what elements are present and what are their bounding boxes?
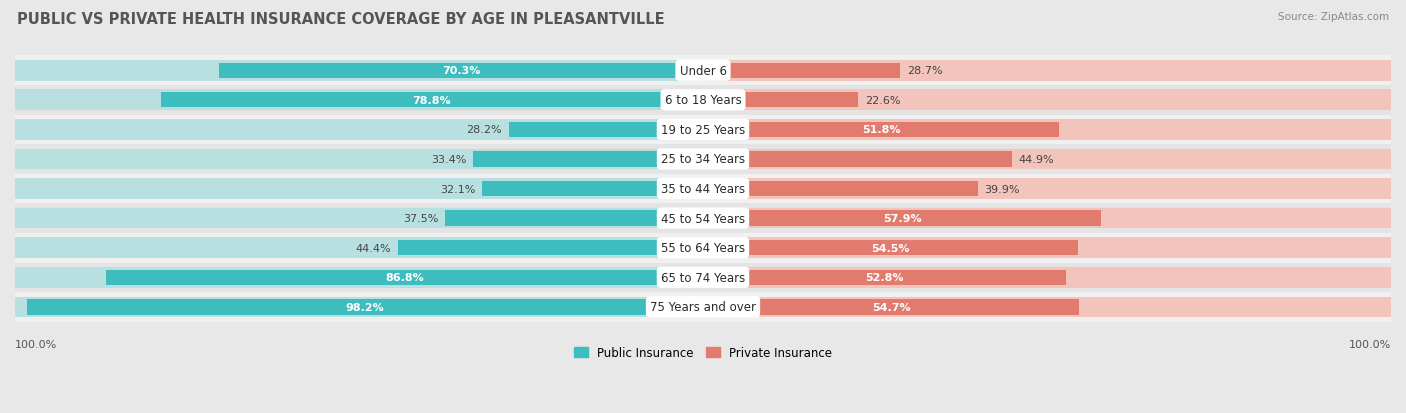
Bar: [15, 267, 703, 288]
Bar: [703, 240, 1078, 256]
Text: 55 to 64 Years: 55 to 64 Years: [661, 242, 745, 254]
Text: 57.9%: 57.9%: [883, 214, 921, 223]
Bar: [15, 86, 1391, 115]
Text: 70.3%: 70.3%: [441, 66, 481, 76]
Text: PUBLIC VS PRIVATE HEALTH INSURANCE COVERAGE BY AGE IN PLEASANTVILLE: PUBLIC VS PRIVATE HEALTH INSURANCE COVER…: [17, 12, 665, 27]
Bar: [703, 211, 1101, 226]
Text: 6 to 18 Years: 6 to 18 Years: [665, 94, 741, 107]
Bar: [105, 270, 703, 285]
Bar: [703, 267, 1391, 288]
Bar: [703, 122, 1059, 138]
Text: 28.7%: 28.7%: [907, 66, 943, 76]
Bar: [703, 93, 859, 108]
Text: 65 to 74 Years: 65 to 74 Years: [661, 271, 745, 284]
Text: 86.8%: 86.8%: [385, 273, 423, 282]
Text: 35 to 44 Years: 35 to 44 Years: [661, 183, 745, 196]
Bar: [15, 233, 1391, 263]
Bar: [703, 238, 1391, 259]
Text: 52.8%: 52.8%: [865, 273, 904, 282]
Bar: [703, 152, 1012, 167]
Bar: [703, 120, 1391, 140]
Bar: [482, 181, 703, 197]
Text: 78.8%: 78.8%: [412, 95, 451, 106]
Bar: [15, 61, 703, 81]
Bar: [398, 240, 703, 256]
Bar: [15, 263, 1391, 292]
Bar: [509, 122, 703, 138]
Text: 33.4%: 33.4%: [432, 154, 467, 164]
Text: 25 to 34 Years: 25 to 34 Years: [661, 153, 745, 166]
Bar: [703, 149, 1391, 170]
Bar: [446, 211, 703, 226]
Bar: [474, 152, 703, 167]
Text: 39.9%: 39.9%: [984, 184, 1019, 194]
Bar: [703, 208, 1391, 229]
Text: 19 to 25 Years: 19 to 25 Years: [661, 123, 745, 137]
Text: 54.5%: 54.5%: [872, 243, 910, 253]
Text: 100.0%: 100.0%: [15, 339, 58, 349]
Bar: [15, 145, 1391, 174]
Bar: [15, 174, 1391, 204]
Bar: [15, 238, 703, 259]
Bar: [703, 299, 1080, 315]
Bar: [703, 179, 1391, 199]
Text: Source: ZipAtlas.com: Source: ZipAtlas.com: [1278, 12, 1389, 22]
Text: 32.1%: 32.1%: [440, 184, 475, 194]
Legend: Public Insurance, Private Insurance: Public Insurance, Private Insurance: [569, 342, 837, 364]
Text: 22.6%: 22.6%: [865, 95, 901, 106]
Bar: [703, 270, 1066, 285]
Text: 54.7%: 54.7%: [872, 302, 911, 312]
Bar: [15, 179, 703, 199]
Bar: [27, 299, 703, 315]
Bar: [703, 297, 1391, 318]
Bar: [15, 120, 703, 140]
Text: 98.2%: 98.2%: [346, 302, 385, 312]
Text: 75 Years and over: 75 Years and over: [650, 301, 756, 313]
Bar: [15, 149, 703, 170]
Bar: [219, 63, 703, 79]
Bar: [15, 297, 703, 318]
Text: 44.4%: 44.4%: [356, 243, 391, 253]
Bar: [703, 63, 900, 79]
Bar: [703, 61, 1391, 81]
Text: 100.0%: 100.0%: [1348, 339, 1391, 349]
Bar: [703, 90, 1391, 111]
Bar: [15, 204, 1391, 233]
Bar: [15, 115, 1391, 145]
Bar: [15, 292, 1391, 322]
Bar: [15, 208, 703, 229]
Bar: [703, 181, 977, 197]
Text: 37.5%: 37.5%: [402, 214, 439, 223]
Bar: [160, 93, 703, 108]
Text: Under 6: Under 6: [679, 64, 727, 78]
Text: 45 to 54 Years: 45 to 54 Years: [661, 212, 745, 225]
Text: 51.8%: 51.8%: [862, 125, 900, 135]
Text: 44.9%: 44.9%: [1019, 154, 1054, 164]
Text: 28.2%: 28.2%: [467, 125, 502, 135]
Bar: [15, 56, 1391, 86]
Bar: [15, 90, 703, 111]
